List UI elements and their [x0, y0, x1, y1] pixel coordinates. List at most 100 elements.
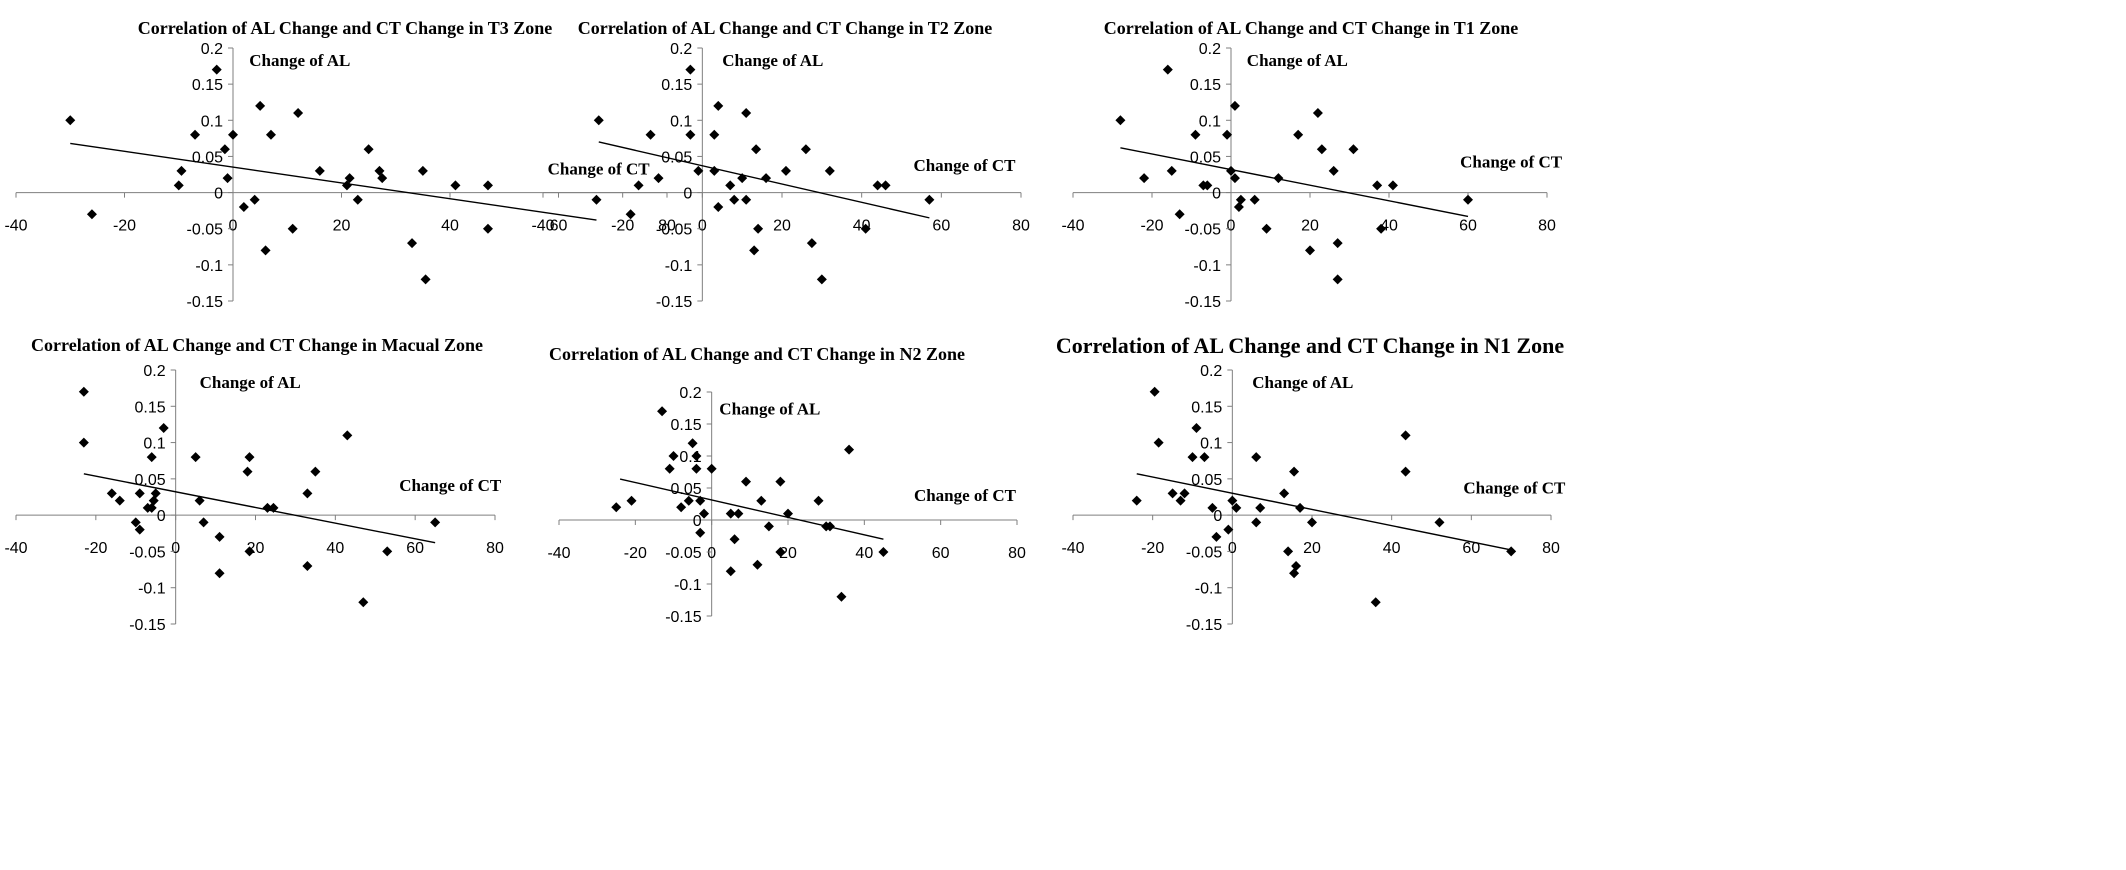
data-point [1255, 502, 1266, 513]
data-point [450, 180, 461, 191]
data-point [1332, 238, 1343, 249]
data-point [741, 194, 752, 205]
data-point [244, 452, 255, 463]
data-point [591, 194, 602, 205]
data-point [482, 223, 493, 234]
axes: -40 -20 0 20 40 60 800.20.150.10.050-0.05-0.1-… [1061, 363, 1560, 634]
data-point [1312, 108, 1323, 119]
chart-title: Correlation of AL Change and CT Change i… [577, 18, 993, 38]
x-tick-label: 80 [1542, 540, 1560, 557]
data-point [626, 495, 637, 506]
data-point [633, 180, 644, 191]
data-point [1139, 173, 1150, 184]
y-tick-label: -0.05 [1186, 544, 1223, 561]
x-tick-label: -40 [1061, 218, 1084, 235]
y-tick-label: -0.05 [1185, 222, 1222, 239]
y-tick-label: 0.2 [1200, 363, 1222, 380]
data-point [725, 566, 736, 577]
data-point [709, 165, 720, 176]
x-tick-label: 40 [326, 540, 344, 557]
y-tick-label: 0 [693, 513, 702, 530]
trendline [619, 478, 884, 540]
data-point [725, 180, 736, 191]
data-point [763, 521, 774, 532]
x-axis-label: Change of CT [1463, 478, 1566, 497]
y-tick-label: 0.2 [201, 41, 223, 58]
data-point [1190, 129, 1201, 140]
x-axis-label: Change of CT [1460, 152, 1563, 171]
data-point [1223, 524, 1234, 535]
data-point [287, 223, 298, 234]
data-point [1211, 531, 1222, 542]
y-tick-label: -0.15 [1185, 294, 1222, 311]
y-tick-label: 0.05 [1190, 149, 1221, 166]
data-point [1149, 386, 1160, 397]
data-point [860, 223, 871, 234]
data-point [741, 476, 752, 487]
data-point [780, 165, 791, 176]
data-point [249, 194, 260, 205]
data-point [377, 173, 388, 184]
y-tick-label: 0.15 [135, 399, 166, 416]
chart-title: Correlation of AL Change and CT Change i… [549, 344, 965, 364]
data-point [683, 495, 694, 506]
y-tick-label: -0.05 [187, 222, 224, 239]
data-point [1226, 165, 1236, 176]
data-point [190, 129, 201, 140]
y-tick-label: -0.1 [1195, 581, 1223, 598]
data-point [1316, 144, 1327, 155]
y-axis-label: Change of AL [722, 51, 823, 70]
data-point [824, 165, 835, 176]
data-point [729, 534, 740, 545]
data-point [695, 527, 706, 538]
data-point [1506, 546, 1517, 557]
data-point [1231, 502, 1242, 513]
data-point [1434, 517, 1445, 528]
data-point [242, 466, 253, 477]
data-point [1227, 495, 1238, 506]
data-point [1370, 597, 1381, 608]
data-point [737, 173, 748, 184]
data-point [813, 495, 824, 506]
y-tick-label: 0.15 [671, 417, 702, 434]
data-point [1222, 129, 1233, 140]
data-point [693, 165, 704, 176]
data-point [1235, 194, 1246, 205]
y-tick-label: -0.15 [665, 609, 702, 626]
x-tick-label: -40 [1061, 540, 1084, 557]
x-tick-label: 80 [1012, 218, 1030, 235]
data-point [653, 173, 664, 184]
data-point [228, 129, 238, 140]
data-point [363, 144, 374, 155]
x-tick-label: 20 [773, 218, 791, 235]
data-point [1291, 560, 1302, 571]
data-point [625, 209, 636, 220]
data-point [382, 546, 393, 557]
x-tick-label: 60 [932, 218, 950, 235]
data-point [733, 508, 744, 519]
data-point [664, 463, 675, 474]
data-points [65, 64, 602, 285]
y-tick-label: 0 [214, 186, 223, 203]
data-point [214, 531, 225, 542]
data-point [417, 165, 428, 176]
y-tick-label: 0.1 [1199, 113, 1221, 130]
data-point [749, 245, 760, 256]
data-point [65, 115, 76, 126]
x-tick-label: -40 [4, 540, 27, 557]
data-point [310, 466, 321, 477]
data-point [262, 502, 273, 513]
chart-title: Correlation of AL Change and CT Change i… [1103, 18, 1519, 38]
axes: -40 -20 0 20 40 60 800.20.150.10.050-0.05-0.1-… [531, 41, 1030, 311]
data-point [1249, 194, 1260, 205]
x-tick-label: 60 [1462, 540, 1480, 557]
data-point [1307, 517, 1317, 528]
x-axis-label: Change of CT [548, 160, 651, 179]
x-tick-label: 20 [1301, 218, 1319, 235]
data-point [1387, 180, 1398, 191]
data-point [713, 100, 724, 111]
data-point [1273, 173, 1284, 184]
x-tick-label: 80 [1008, 545, 1026, 562]
x-tick-label: 40 [855, 545, 873, 562]
